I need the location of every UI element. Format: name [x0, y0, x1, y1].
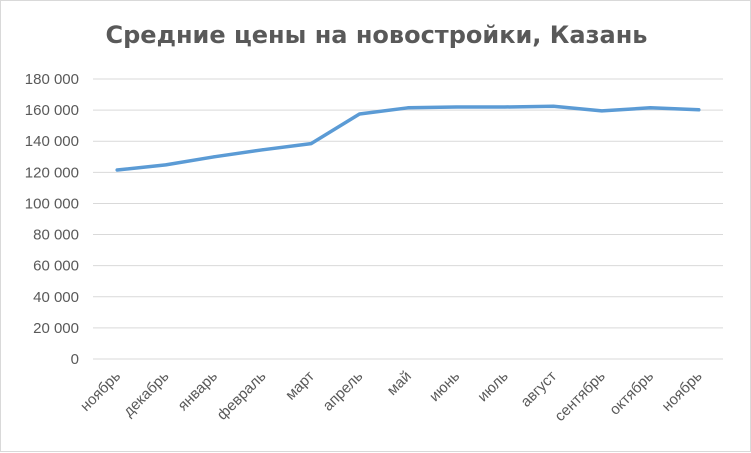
x-tick-label: май	[384, 368, 415, 399]
x-tick-label: август	[517, 368, 560, 411]
y-axis: 0 20 000 40 000 60 000 80 000 100 000 120 000 1…	[25, 71, 79, 368]
y-tick-label: 140 000	[25, 133, 79, 150]
x-tick-label: декабрь	[120, 368, 173, 421]
y-tick-label: 120 000	[25, 164, 79, 181]
y-tick-label: 60 000	[33, 258, 79, 275]
data-point	[697, 108, 701, 112]
x-tick-label: июль	[474, 368, 512, 406]
y-tick-label: 80 000	[33, 227, 79, 244]
gridlines	[93, 78, 723, 360]
x-tick-label: февраль	[214, 368, 270, 424]
y-tick-label: 180 000	[25, 71, 79, 88]
x-tick-label: ноябрь	[77, 368, 124, 415]
data-point	[309, 142, 313, 146]
x-tick-label: сентябрь	[551, 368, 608, 425]
series-line	[115, 104, 701, 172]
y-tick-label: 0	[71, 351, 79, 368]
data-point	[115, 168, 119, 172]
data-point	[406, 106, 410, 110]
y-tick-label: 40 000	[33, 289, 79, 306]
data-point	[503, 105, 507, 109]
x-tick-label: июнь	[426, 368, 463, 405]
x-tick-label: октябрь	[606, 368, 657, 419]
x-tick-label: январь	[175, 368, 222, 415]
data-point	[600, 109, 604, 113]
data-point	[454, 105, 458, 109]
y-tick-label: 20 000	[33, 320, 79, 337]
x-tick-label: ноябрь	[659, 368, 706, 415]
data-point	[212, 155, 216, 159]
data-point	[164, 163, 168, 167]
data-point	[648, 106, 652, 110]
data-point	[261, 148, 265, 152]
x-tick-label: апрель	[320, 368, 367, 415]
series-group	[115, 104, 701, 172]
y-tick-label: 160 000	[25, 102, 79, 119]
y-tick-label: 100 000	[25, 195, 79, 212]
data-point	[358, 112, 362, 116]
chart-title: Средние цены на новостройки, Казань	[105, 21, 648, 49]
x-tick-label: март	[282, 368, 318, 404]
data-point	[551, 104, 555, 108]
